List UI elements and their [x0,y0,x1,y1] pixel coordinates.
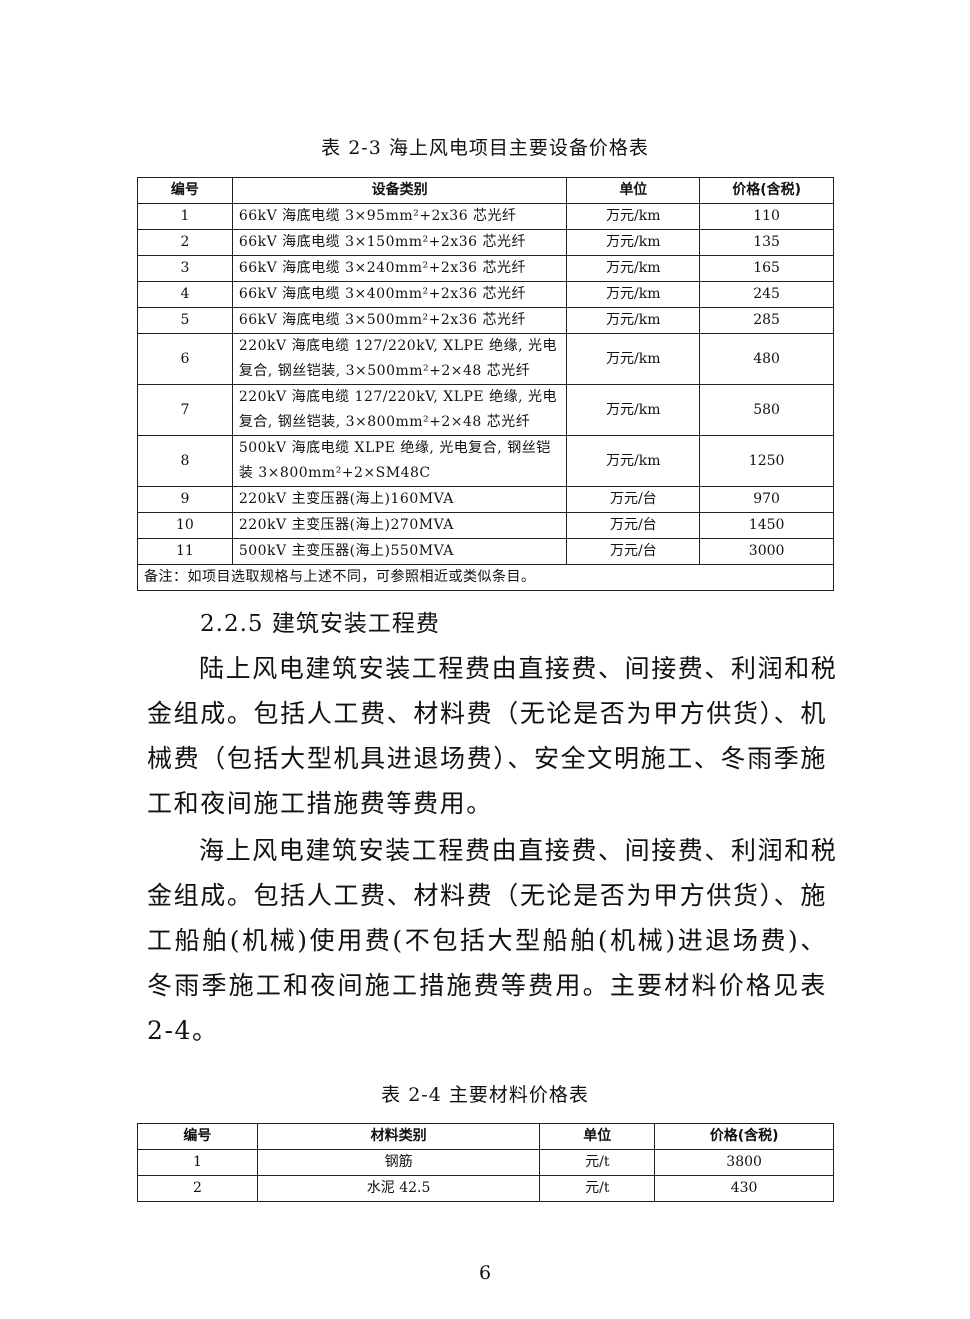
table-cell: 钢筋 [256,1149,541,1176]
table-cell: 110 [699,203,834,230]
section-heading: 2.2.5 建筑安装工程费 [200,611,440,637]
table-cell: 8 [137,435,233,487]
table2-caption: 表 2-4 主要材料价格表 [381,1084,589,1106]
paragraph-line: 金组成。包括人工费、材料费（无论是否为甲方供货）、机 [147,699,827,728]
column-header: 价格(含税) [699,177,834,204]
table-cell: 220kV 主变压器(海上)270MVA [231,512,568,539]
table-cell: 1250 [699,435,834,487]
column-header: 单位 [539,1123,656,1150]
table-row: 8 500kV 海底电缆 XLPE 绝缘, 光电复合, 钢丝铠装 3×800mm²… [137,435,834,487]
table-cell: 220kV 主变压器(海上)160MVA [231,486,568,513]
table-cell: 66kV 海底电缆 3×240mm²+2x36 芯光纤 [231,255,568,282]
table-row: 1 66kV 海底电缆 3×95mm²+2x36 芯光纤 万元/km 110 [137,203,834,230]
column-header: 编号 [137,177,233,204]
table-row: 3 66kV 海底电缆 3×240mm²+2x36 芯光纤 万元/km 165 [137,255,834,282]
table-cell: 5 [137,307,233,334]
table-cell: 3 [137,255,233,282]
table-cell: 220kV 海底电缆 127/220kV, XLPE 绝缘, 光电复合, 钢丝铠… [231,333,568,385]
table-cell: 万元/台 [566,512,701,539]
column-header: 材料类别 [256,1123,541,1150]
table-cell: 11 [137,538,233,565]
table-cell: 10 [137,512,233,539]
table-note: 备注：如项目选取规格与上述不同，可参照相近或类似条目。 [137,564,834,591]
table-cell: 66kV 海底电缆 3×150mm²+2x36 芯光纤 [231,229,568,256]
table-cell: 万元/km [566,435,701,487]
table-cell: 6 [137,333,233,385]
paragraph-line: 海上风电建筑安装工程费由直接费、间接费、利润和税 [199,836,838,865]
table-cell: 430 [654,1175,834,1202]
table-cell: 元/t [539,1149,656,1176]
table-cell: 万元/km [566,307,701,334]
table-cell: 万元/台 [566,486,701,513]
table-cell: 万元/km [566,384,701,436]
paragraph-line: 冬雨季施工和夜间施工措施费等费用。主要材料价格见表 [147,971,827,1000]
table-cell: 万元/km [566,333,701,385]
table-row: 5 66kV 海底电缆 3×500mm²+2x36 芯光纤 万元/km 285 [137,307,834,334]
equipment-price-table: 编号 设备类别 单位 价格(含税) 1 66kV 海底电缆 3×95mm²+2x36 芯… [137,177,834,591]
table-cell: 165 [699,255,834,282]
table-cell: 66kV 海底电缆 3×95mm²+2x36 芯光纤 [231,203,568,230]
material-price-table: 编号 材料类别 单位 价格(含税) 1 钢筋 元/t 3800 2 水泥 42.5 元/t 430 [137,1123,834,1202]
paragraph-line: 械费（包括大型机具进退场费）、安全文明施工、冬雨季施 [147,744,827,773]
table-cell: 万元/km [566,281,701,308]
table-cell: 水泥 42.5 [256,1175,541,1202]
paragraph-line: 工和夜间施工措施费等费用。 [147,789,493,818]
table-cell: 万元/km [566,203,701,230]
table-cell: 500kV 海底电缆 XLPE 绝缘, 光电复合, 钢丝铠装 3×800mm²+… [231,435,568,487]
table-cell: 万元/km [566,229,701,256]
table-cell: 9 [137,486,233,513]
table-cell: 7 [137,384,233,436]
column-header: 设备类别 [231,177,568,204]
table-row: 10 220kV 主变压器(海上)270MVA 万元/台 1450 [137,512,834,539]
table-cell: 元/t [539,1175,656,1202]
table-cell: 220kV 海底电缆 127/220kV, XLPE 绝缘, 光电复合, 钢丝铠… [231,384,568,436]
table-cell: 1450 [699,512,834,539]
table-row: 2 66kV 海底电缆 3×150mm²+2x36 芯光纤 万元/km 135 [137,229,834,256]
table-cell: 66kV 海底电缆 3×400mm²+2x36 芯光纤 [231,281,568,308]
table-cell: 2 [137,229,233,256]
table-row: 6 220kV 海底电缆 127/220kV, XLPE 绝缘, 光电复合, 钢丝… [137,333,834,385]
table-cell: 500kV 主变压器(海上)550MVA [231,538,568,565]
column-header: 编号 [137,1123,258,1150]
table-cell: 1 [137,1149,258,1176]
table-note-row: 备注：如项目选取规格与上述不同，可参照相近或类似条目。 [137,564,834,591]
table-row: 7 220kV 海底电缆 127/220kV, XLPE 绝缘, 光电复合, 钢丝… [137,384,834,436]
table-cell: 285 [699,307,834,334]
table-cell: 1 [137,203,233,230]
page-number: 6 [478,1262,492,1284]
paragraph-line: 2-4。 [147,1016,219,1045]
table-row: 1 钢筋 元/t 3800 [137,1149,834,1176]
table-cell: 万元/台 [566,538,701,565]
paragraph-line: 工船舶(机械)使用费(不包括大型船舶(机械)进退场费)、 [147,926,827,955]
table-row: 4 66kV 海底电缆 3×400mm²+2x36 芯光纤 万元/km 245 [137,281,834,308]
column-header: 价格(含税) [654,1123,834,1150]
paragraph-line: 金组成。包括人工费、材料费（无论是否为甲方供货）、施 [147,881,827,910]
table-row: 2 水泥 42.5 元/t 430 [137,1175,834,1202]
table-row: 11 500kV 主变压器(海上)550MVA 万元/台 3000 [137,538,834,565]
paragraph-offshore: 海上风电建筑安装工程费由直接费、间接费、利润和税金组成。包括人工费、材料费（无论… [147,828,838,1053]
table-cell: 970 [699,486,834,513]
table-cell: 3000 [699,538,834,565]
table-cell: 245 [699,281,834,308]
table-cell: 480 [699,333,834,385]
table-cell: 3800 [654,1149,834,1176]
table1-caption: 表 2-3 海上风电项目主要设备价格表 [321,137,649,159]
column-header: 单位 [566,177,701,204]
paragraph-line: 陆上风电建筑安装工程费由直接费、间接费、利润和税 [199,654,838,683]
table-cell: 135 [699,229,834,256]
table-cell: 2 [137,1175,258,1202]
table-row: 9 220kV 主变压器(海上)160MVA 万元/台 970 [137,486,834,513]
table-cell: 4 [137,281,233,308]
table-cell: 万元/km [566,255,701,282]
paragraph-onshore: 陆上风电建筑安装工程费由直接费、间接费、利润和税金组成。包括人工费、材料费（无论… [147,646,838,826]
table-cell: 66kV 海底电缆 3×500mm²+2x36 芯光纤 [231,307,568,334]
table-cell: 580 [699,384,834,436]
